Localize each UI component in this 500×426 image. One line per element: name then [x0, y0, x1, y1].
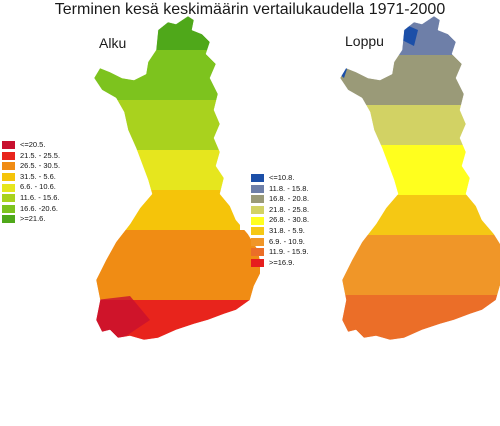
loppu-legend-item: 11.8. - 15.8.	[251, 184, 309, 195]
legend-label: 31.5. - 5.6.	[20, 171, 56, 181]
loppu-legend-item: 31.8. - 5.9.	[251, 226, 309, 237]
zone-yellow	[94, 190, 240, 230]
legend-swatch	[251, 206, 264, 215]
loppu-legend-item: >=16.9.	[251, 258, 309, 269]
legend-swatch	[251, 174, 264, 183]
legend-label: >=21.6.	[20, 214, 46, 224]
loppu-title: Loppu	[345, 33, 384, 49]
legend-label: 26.8. - 30.8.	[269, 215, 310, 225]
loppu-legend-item: 16.8. - 20.8.	[251, 194, 309, 205]
alku-legend-item: >=21.6.	[2, 214, 60, 225]
zone-blue-northeast	[402, 24, 418, 46]
alku-title: Alku	[99, 35, 127, 51]
loppu-legend-item: <=10.8.	[251, 173, 309, 184]
zone-gold	[340, 195, 500, 235]
legend-swatch	[251, 184, 264, 193]
legend-label: >=16.9.	[269, 257, 295, 267]
zone-red-west	[96, 296, 150, 340]
zone-red-coast	[320, 365, 500, 415]
legend-label: 16.6. -20.6.	[20, 203, 58, 213]
legend-label: <=20.5.	[20, 140, 46, 149]
zone-grey-olive	[340, 55, 500, 105]
legend-swatch	[251, 227, 264, 236]
figure-title: Terminen kesä keskimäärin vertailukaudel…	[54, 1, 446, 18]
legend-swatch	[251, 248, 264, 257]
legend-swatch	[2, 215, 15, 224]
legend-swatch	[2, 162, 15, 171]
loppu-legend-item: 11.9. - 15.9.	[251, 247, 309, 258]
zone-dark-red	[80, 360, 260, 410]
loppu-legend-item: 26.8. - 30.8.	[251, 215, 309, 226]
legend-label: 21.8. - 25.8.	[269, 204, 310, 214]
legend-label: 21.5. - 25.5.	[20, 150, 61, 160]
alku-legend-item: 21.5. - 25.5.	[2, 151, 60, 162]
legend-label: 11.9. - 15.9.	[269, 247, 309, 257]
alku-legend-item: 26.5. - 30.5.	[2, 161, 60, 172]
legend-swatch	[2, 151, 15, 160]
legend-swatch	[251, 237, 264, 246]
legend-label: <=10.8.	[269, 173, 295, 182]
legend-label: 26.5. - 30.5.	[20, 161, 61, 171]
alku-legend: <=20.5. 21.5. - 25.5. 26.5. - 30.5. 31.5. -…	[2, 140, 60, 225]
legend-label: 31.8. - 5.9.	[269, 225, 305, 235]
alku-legend-item: 31.5. - 5.6.	[2, 172, 60, 183]
legend-swatch	[251, 259, 264, 268]
legend-swatch	[2, 183, 15, 192]
zone-green	[94, 50, 240, 100]
legend-label: 6.9. - 10.9.	[269, 236, 305, 246]
legend-swatch	[251, 195, 264, 204]
loppu-map	[320, 16, 500, 415]
legend-swatch	[2, 204, 15, 213]
legend-label: 6.6. - 10.6.	[20, 182, 56, 192]
loppu-legend-item: 21.8. - 25.8.	[251, 205, 309, 216]
legend-swatch	[251, 216, 264, 225]
alku-legend-item: 11.6. - 15.6.	[2, 193, 60, 204]
legend-swatch	[2, 194, 15, 203]
legend-label: 16.8. - 20.8.	[269, 194, 310, 204]
legend-label: 11.8. - 15.8.	[269, 183, 309, 193]
loppu-legend-item: 6.9. - 10.9.	[251, 237, 309, 248]
legend-swatch	[2, 141, 15, 150]
zone-khaki	[340, 105, 500, 145]
alku-legend-item: 16.6. -20.6.	[2, 204, 60, 215]
alku-map	[80, 16, 260, 410]
alku-legend-item: <=20.5.	[2, 140, 60, 151]
loppu-legend: <=10.8. 11.8. - 15.8. 16.8. - 20.8. 21.8. -…	[251, 173, 309, 268]
zone-yellow-green	[94, 150, 240, 190]
zone-bright-yellow	[340, 145, 500, 195]
zone-light-orange	[340, 235, 500, 295]
zone-orange	[94, 230, 260, 300]
legend-swatch	[2, 173, 15, 182]
alku-legend-item: 6.6. - 10.6.	[2, 182, 60, 193]
legend-label: 11.6. - 15.6.	[20, 192, 60, 202]
